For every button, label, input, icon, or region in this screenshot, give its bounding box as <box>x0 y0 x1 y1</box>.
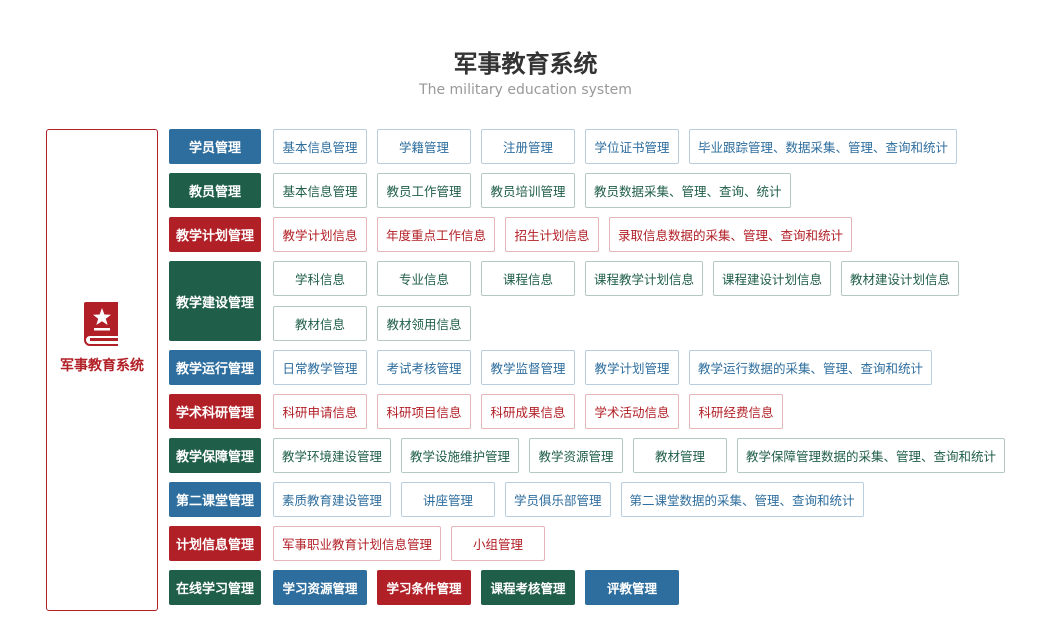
module-item: 日常教学管理 <box>273 350 367 385</box>
module-item: 教学设施维护管理 <box>401 438 520 473</box>
category-label: 计划信息管理 <box>169 526 261 561</box>
item-group: 军事职业教育计划信息管理 小组管理 <box>273 526 546 561</box>
module-item: 学员俱乐部管理 <box>505 482 611 517</box>
module-item: 专业信息 <box>377 261 471 296</box>
module-item: 课程建设计划信息 <box>713 261 832 296</box>
item-line: 教学环境建设管理 教学设施维护管理 教学资源管理 教材管理 教学保障管理数据的采集、管理… <box>273 438 1006 473</box>
module-item: 基本信息管理 <box>273 129 367 164</box>
module-item: 军事职业教育计划信息管理 <box>273 526 442 561</box>
item-line: 学科信息 专业信息 课程信息 课程教学计划信息 课程建设计划信息 教材建设计划信息 <box>273 261 960 296</box>
module-item: 科研申请信息 <box>273 394 367 429</box>
module-row: 教学建设管理 学科信息 专业信息 课程信息 课程教学计划信息 课程建设计划信息 教材建设计划… <box>169 261 1039 341</box>
item-line: 基本信息管理 学籍管理 注册管理 学位证书管理 毕业跟踪管理、数据采集、管理、查询和统计 <box>273 129 958 164</box>
module-row: 在线学习管理 学习资源管理 学习条件管理 课程考核管理 评教管理 <box>169 570 1039 605</box>
item-line: 军事职业教育计划信息管理 小组管理 <box>273 526 546 561</box>
module-item: 招生计划信息 <box>505 217 600 252</box>
item-line: 日常教学管理 考试考核管理 教学监督管理 教学计划管理 教学运行数据的采集、管理、查询和… <box>273 350 933 385</box>
module-item: 教员培训管理 <box>481 173 575 208</box>
subtitle: The military education system <box>419 82 632 98</box>
module-item: 小组管理 <box>451 526 546 561</box>
item-group: 科研申请信息 科研项目信息 科研成果信息 学术活动信息 科研经费信息 <box>273 394 783 429</box>
book-icon <box>84 302 118 346</box>
title: 军事教育系统 <box>453 50 598 78</box>
module-item: 年度重点工作信息 <box>377 217 496 252</box>
module-item: 教材领用信息 <box>377 306 471 341</box>
side-panel: 军事教育系统 <box>46 129 158 611</box>
item-group: 素质教育建设管理 讲座管理 学员俱乐部管理 第二课堂数据的采集、管理、查询和统计 <box>273 482 864 517</box>
module-item: 科研项目信息 <box>377 394 471 429</box>
module-row: 教学计划管理 教学计划信息 年度重点工作信息 招生计划信息 录取信息数据的采集、管理、查… <box>169 217 1039 252</box>
module-item: 学习条件管理 <box>377 570 471 605</box>
item-line: 教材信息 教材领用信息 <box>273 306 959 341</box>
category-label: 在线学习管理 <box>169 570 261 605</box>
module-item: 学位证书管理 <box>585 129 679 164</box>
module-item: 课程信息 <box>481 261 575 296</box>
module-row: 计划信息管理 军事职业教育计划信息管理 小组管理 <box>169 526 1039 561</box>
module-item: 课程考核管理 <box>481 570 575 605</box>
module-item: 教材信息 <box>273 306 367 341</box>
module-item: 教员工作管理 <box>377 173 471 208</box>
module-item: 教材建设计划信息 <box>841 261 960 296</box>
module-item: 学习资源管理 <box>273 570 367 605</box>
category-label: 教学运行管理 <box>169 350 261 385</box>
item-line: 基本信息管理 教员工作管理 教员培训管理 教员数据采集、管理、查询、统计 <box>273 173 791 208</box>
item-line: 教学计划信息 年度重点工作信息 招生计划信息 录取信息数据的采集、管理、查询和统计 <box>273 217 853 252</box>
module-item: 毕业跟踪管理、数据采集、管理、查询和统计 <box>689 129 958 164</box>
module-item: 教学资源管理 <box>529 438 624 473</box>
module-item: 教学环境建设管理 <box>273 438 392 473</box>
item-group: 基本信息管理 教员工作管理 教员培训管理 教员数据采集、管理、查询、统计 <box>273 173 791 208</box>
module-row: 学术科研管理 科研申请信息 科研项目信息 科研成果信息 学术活动信息 科研经费信息 <box>169 394 1039 429</box>
category-label: 教学计划管理 <box>169 217 261 252</box>
module-item: 基本信息管理 <box>273 173 367 208</box>
module-item: 教员数据采集、管理、查询、统计 <box>585 173 791 208</box>
module-item: 科研成果信息 <box>481 394 575 429</box>
module-row: 第二课堂管理 素质教育建设管理 讲座管理 学员俱乐部管理 第二课堂数据的采集、管理、查询… <box>169 482 1039 517</box>
module-item: 教学运行数据的采集、管理、查询和统计 <box>689 350 933 385</box>
category-label: 教学建设管理 <box>169 261 261 341</box>
category-label: 第二课堂管理 <box>169 482 261 517</box>
module-item: 讲座管理 <box>401 482 496 517</box>
module-item: 第二课堂数据的采集、管理、查询和统计 <box>620 482 864 517</box>
side-label: 军事教育系统 <box>60 358 144 374</box>
module-item: 教学计划信息 <box>273 217 367 252</box>
item-line: 科研申请信息 科研项目信息 科研成果信息 学术活动信息 科研经费信息 <box>273 394 783 429</box>
module-item: 教学监督管理 <box>481 350 575 385</box>
module-grid: 学员管理 基本信息管理 学籍管理 注册管理 学位证书管理 毕业跟踪管理、数据采集、管理、查… <box>169 129 1039 614</box>
category-label: 学员管理 <box>169 129 261 164</box>
module-item: 注册管理 <box>481 129 575 164</box>
module-item: 学科信息 <box>273 261 367 296</box>
module-row: 教学运行管理 日常教学管理 考试考核管理 教学监督管理 教学计划管理 教学运行数据的采集、… <box>169 350 1039 385</box>
item-group: 教学计划信息 年度重点工作信息 招生计划信息 录取信息数据的采集、管理、查询和统计 <box>273 217 853 252</box>
module-item: 教材管理 <box>633 438 728 473</box>
module-item: 教学计划管理 <box>585 350 679 385</box>
module-item: 考试考核管理 <box>377 350 471 385</box>
item-group: 学习资源管理 学习条件管理 课程考核管理 评教管理 <box>273 570 679 605</box>
item-group: 教学环境建设管理 教学设施维护管理 教学资源管理 教材管理 教学保障管理数据的采集、管理… <box>273 438 1006 473</box>
module-item: 学术活动信息 <box>585 394 679 429</box>
module-item: 评教管理 <box>585 570 679 605</box>
category-label: 学术科研管理 <box>169 394 261 429</box>
module-row: 学员管理 基本信息管理 学籍管理 注册管理 学位证书管理 毕业跟踪管理、数据采集、管理、查… <box>169 129 1039 164</box>
module-item: 学籍管理 <box>377 129 471 164</box>
item-line: 素质教育建设管理 讲座管理 学员俱乐部管理 第二课堂数据的采集、管理、查询和统计 <box>273 482 864 517</box>
module-item: 课程教学计划信息 <box>585 261 704 296</box>
item-group: 基本信息管理 学籍管理 注册管理 学位证书管理 毕业跟踪管理、数据采集、管理、查询和统计 <box>273 129 958 164</box>
module-row: 教学保障管理 教学环境建设管理 教学设施维护管理 教学资源管理 教材管理 教学保障管理数据… <box>169 438 1039 473</box>
module-item: 录取信息数据的采集、管理、查询和统计 <box>609 217 853 252</box>
module-row: 教员管理 基本信息管理 教员工作管理 教员培训管理 教员数据采集、管理、查询、统计 <box>169 173 1039 208</box>
module-item: 科研经费信息 <box>689 394 783 429</box>
category-label: 教员管理 <box>169 173 261 208</box>
module-item: 教学保障管理数据的采集、管理、查询和统计 <box>737 438 1006 473</box>
item-line: 学习资源管理 学习条件管理 课程考核管理 评教管理 <box>273 570 679 605</box>
item-group: 学科信息 专业信息 课程信息 课程教学计划信息 课程建设计划信息 教材建设计划信息 教材信息… <box>273 261 960 341</box>
category-label: 教学保障管理 <box>169 438 261 473</box>
item-group: 日常教学管理 考试考核管理 教学监督管理 教学计划管理 教学运行数据的采集、管理、查询和… <box>273 350 933 385</box>
module-item: 素质教育建设管理 <box>273 482 392 517</box>
